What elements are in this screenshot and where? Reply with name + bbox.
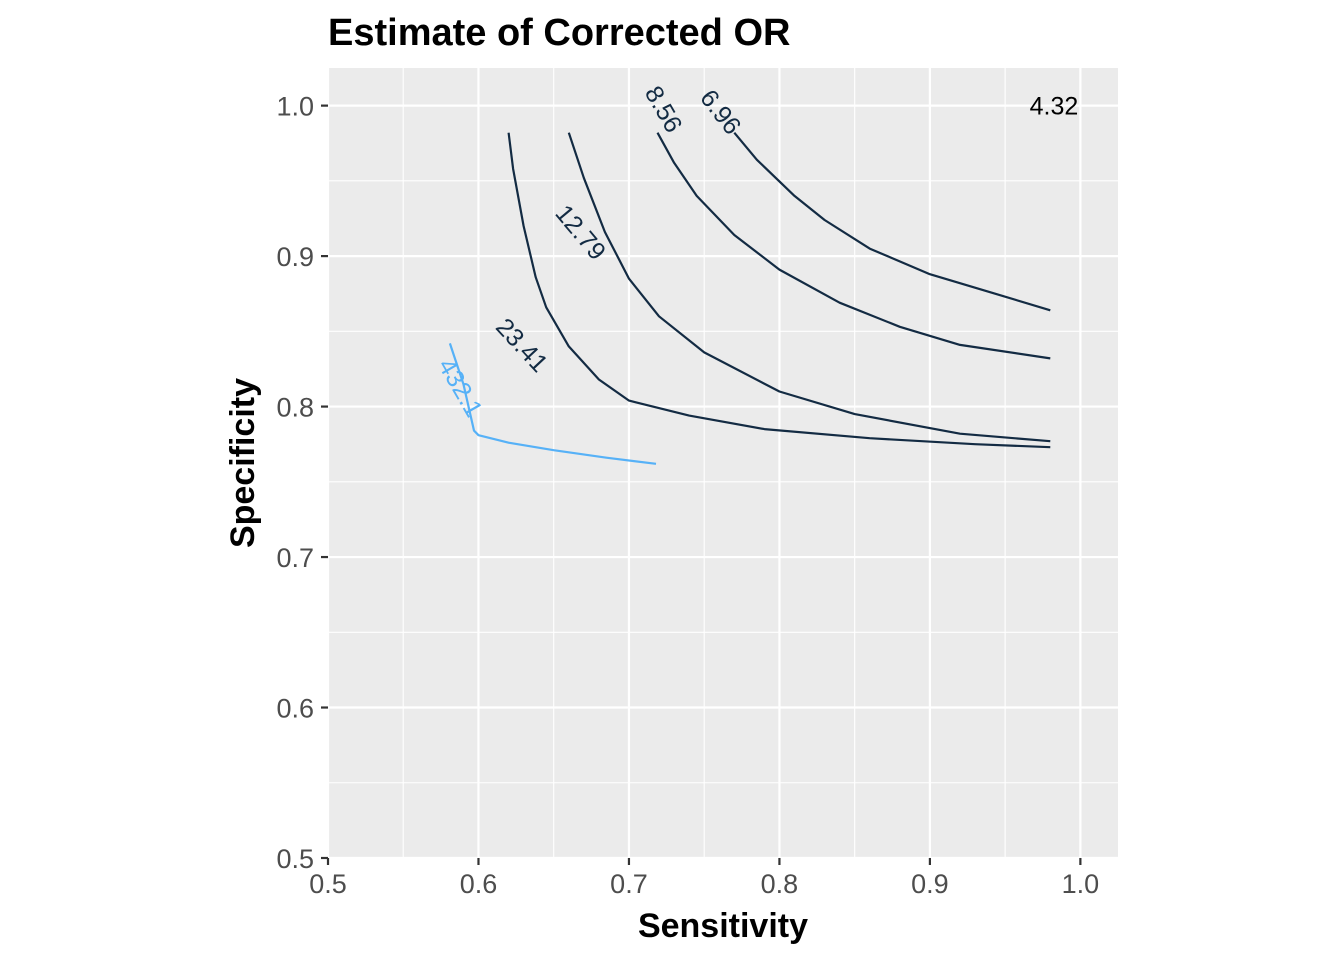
axis-ticks: 0.5 0.6 0.7 0.8 0.9 1.0 0.5 0.6 0.7 0.8 0.9 1.0 xyxy=(276,92,1099,899)
contour-line-4 xyxy=(507,132,1051,449)
x-tick-label: 0.5 xyxy=(309,869,347,899)
x-axis-title: Sensitivity xyxy=(638,907,808,945)
y-tick-label: 0.6 xyxy=(276,694,314,724)
y-tick-label: 0.9 xyxy=(276,242,314,272)
corner-annotation: 4.32 xyxy=(1030,93,1079,121)
y-tick-label: 0.8 xyxy=(276,393,314,423)
y-tick-label: 0.5 xyxy=(276,844,314,874)
y-axis-title: Specificity xyxy=(224,378,262,548)
contour-line-5 xyxy=(448,343,657,465)
y-tick-label: 0.7 xyxy=(276,543,314,573)
plot-panel xyxy=(328,68,1118,858)
x-tick-label: 1.0 xyxy=(1062,869,1100,899)
x-tick-label: 0.7 xyxy=(610,869,648,899)
x-tick-label: 0.8 xyxy=(761,869,799,899)
contour-line-3 xyxy=(567,132,1051,443)
grid-lines xyxy=(326,68,1118,860)
y-tick-label: 1.0 xyxy=(276,92,314,122)
contour-lines xyxy=(448,131,1051,465)
contour-line-1 xyxy=(733,131,1051,312)
chart-title: Estimate of Corrected OR xyxy=(328,12,790,54)
contour-line-2 xyxy=(656,132,1051,360)
x-tick-label: 0.9 xyxy=(911,869,949,899)
x-tick-label: 0.6 xyxy=(460,869,498,899)
